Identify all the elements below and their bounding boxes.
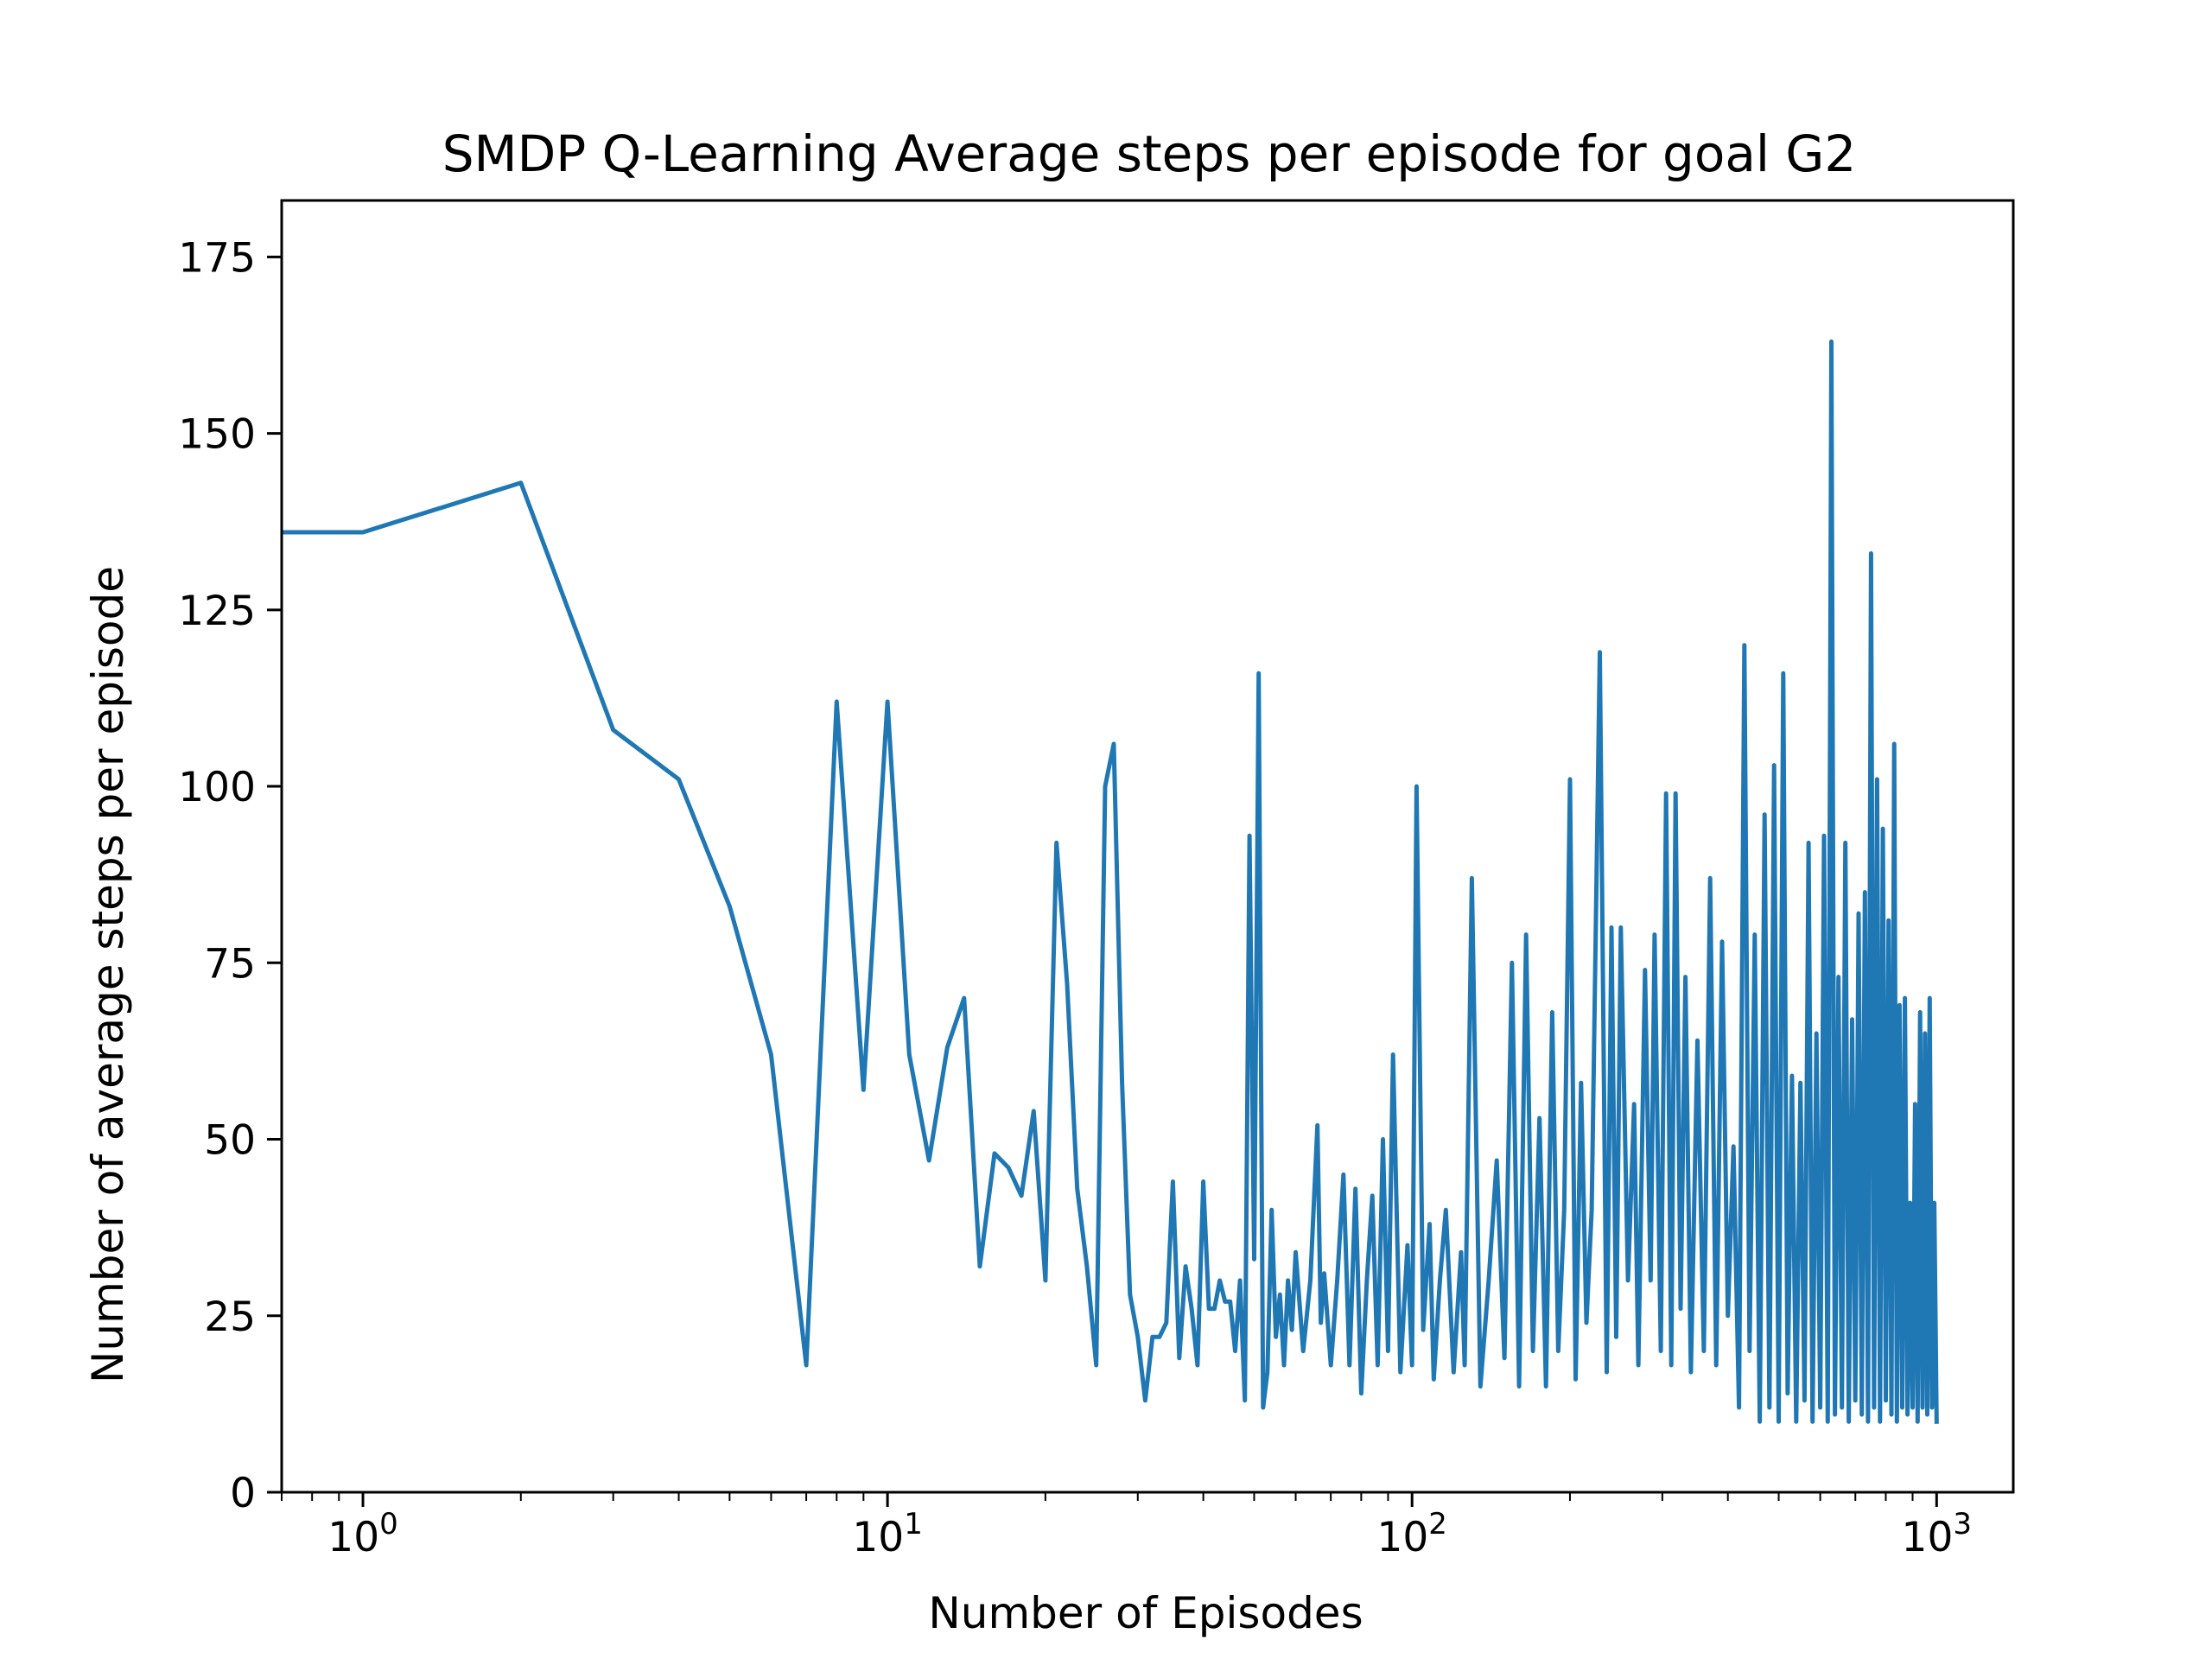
x-axis-ticks: 100 101 102 103 (281, 1492, 1972, 1561)
y-axis-label: Number of average steps per episode (83, 566, 133, 1383)
x-tick-label: 100 (327, 1507, 397, 1561)
y-tick-label: 50 (204, 1117, 256, 1165)
x-tick-label: 101 (852, 1507, 922, 1561)
series-line (282, 339, 1939, 1424)
y-tick-label: 75 (204, 940, 256, 988)
x-tick-label: 103 (1902, 1507, 1972, 1561)
y-tick-label: 25 (204, 1294, 256, 1341)
x-tick-label: 102 (1376, 1507, 1446, 1561)
y-tick-label: 150 (178, 411, 256, 459)
plot-frame (280, 199, 2015, 1494)
x-axis-label: Number of Episodes (928, 1588, 1363, 1638)
y-tick-label: 0 (230, 1470, 256, 1517)
y-axis-ticks: 0 25 50 75 100 125 150 175 (178, 234, 282, 1517)
y-tick-label: 100 (178, 764, 256, 811)
chart-title: SMDP Q-Learning Average steps per episod… (442, 124, 1857, 183)
y-tick-label: 175 (178, 234, 256, 282)
y-tick-label: 125 (178, 588, 256, 635)
